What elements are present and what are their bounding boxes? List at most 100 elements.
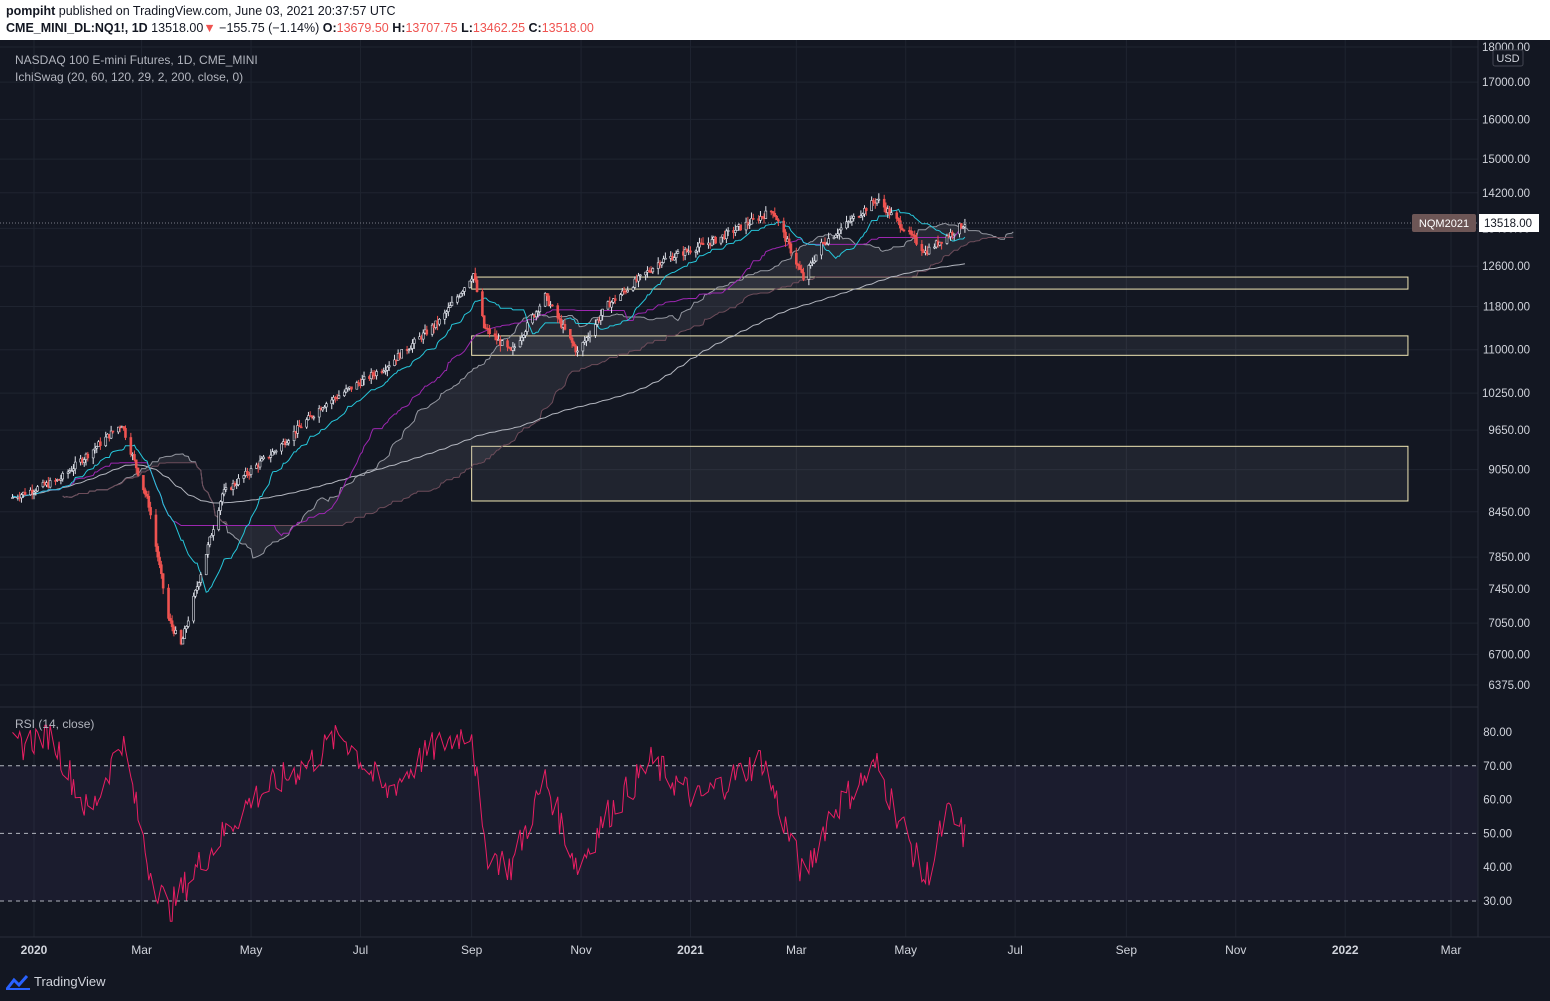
- candle-body: [585, 337, 588, 342]
- time-tick-label: Sep: [1116, 943, 1138, 957]
- candle-body: [631, 287, 635, 291]
- candle-body: [940, 241, 943, 244]
- candle-body: [258, 460, 262, 468]
- candle-body: [375, 371, 378, 377]
- candle-body: [547, 295, 551, 306]
- rsi-series[interactable]: [12, 724, 966, 922]
- author-name[interactable]: pompiht: [6, 4, 56, 18]
- candle-body: [136, 467, 140, 476]
- leading-span-b: [62, 237, 1014, 526]
- zone-rect: [471, 276, 1409, 290]
- candle-body: [247, 474, 251, 476]
- candle-body: [208, 536, 212, 546]
- price-tick-label: 9050.00: [1488, 465, 1530, 477]
- candle-body: [875, 199, 879, 204]
- candle-body: [285, 442, 289, 446]
- rsi-axis[interactable]: 80.00 70.00 60.00 50.00 40.00 30.00: [1483, 727, 1512, 908]
- support-zones[interactable]: [471, 276, 1409, 502]
- close-value: 13518.00: [541, 21, 594, 35]
- candle-body: [789, 243, 793, 254]
- candle-body: [676, 251, 680, 254]
- candle-body: [538, 305, 542, 313]
- rsi-tick-label: 70.00: [1483, 761, 1512, 773]
- candle-body: [685, 249, 689, 252]
- candle-body: [224, 487, 228, 490]
- candle-body: [210, 535, 213, 538]
- tradingview-logo-icon[interactable]: [6, 974, 30, 990]
- candle-body: [443, 312, 447, 320]
- open-label: O:: [322, 21, 337, 35]
- price-axis[interactable]: 18000.0017000.0016000.0015000.0014200.00…: [1482, 42, 1530, 692]
- price-series[interactable]: [11, 193, 967, 646]
- candle-body: [461, 291, 464, 294]
- candle-body: [796, 263, 800, 266]
- candle-body: [129, 437, 133, 455]
- candle-body: [387, 365, 391, 368]
- rsi-tick-label: 80.00: [1483, 727, 1512, 739]
- candle-body: [54, 480, 57, 482]
- candle-body: [513, 346, 517, 349]
- candle-body: [195, 586, 199, 591]
- symbol-name: CME_MINI_DL:NQ1!, 1D: [6, 21, 148, 35]
- conversion-line: [12, 208, 966, 593]
- candle-body: [70, 470, 73, 472]
- candle-body: [637, 275, 640, 282]
- candle-body: [350, 386, 353, 390]
- rsi-legend[interactable]: RSI (14, close): [15, 717, 95, 731]
- candle-body: [933, 246, 936, 249]
- candle-body: [888, 208, 891, 216]
- candle-body: [902, 229, 906, 232]
- candle-body: [109, 430, 113, 439]
- price-change: −155.75 (−1.14%): [219, 21, 320, 35]
- price-tick-label: 8450.00: [1488, 507, 1530, 519]
- candle-body: [683, 249, 687, 256]
- candle-body: [147, 495, 151, 508]
- candle-body: [470, 278, 473, 282]
- candle-body: [664, 257, 667, 260]
- tradingview-brand[interactable]: TradingView: [34, 974, 106, 989]
- candle-body: [601, 308, 604, 316]
- candle-body: [694, 250, 698, 253]
- candle-body: [86, 453, 90, 459]
- candle-body: [447, 307, 450, 312]
- candle-body: [848, 221, 852, 223]
- candle-body: [701, 242, 705, 246]
- currency-badge[interactable]: [1492, 49, 1524, 67]
- candle-body: [346, 387, 350, 390]
- time-axis[interactable]: 2020 Mar May Jul Sep Nov 2021 Mar May Jul Sep Nov 20…: [21, 943, 1462, 957]
- candle-body: [748, 223, 751, 226]
- candle-body: [890, 212, 893, 216]
- candle-body: [651, 268, 655, 273]
- candle-body: [660, 262, 664, 266]
- indicator-legend[interactable]: IchiSwag (20, 60, 120, 29, 2, 200, close…: [15, 70, 244, 84]
- price-tick-label: 11800.00: [1483, 302, 1530, 314]
- candle-body: [343, 391, 346, 396]
- candle-body: [134, 459, 138, 469]
- price-chart[interactable]: 18000.0017000.0016000.0015000.0014200.00…: [0, 40, 1550, 963]
- candle-body: [332, 397, 335, 401]
- candle-body: [30, 489, 34, 494]
- candle-body: [638, 274, 642, 277]
- candle-body: [511, 346, 515, 351]
- candle-body: [73, 461, 77, 470]
- candle-body: [945, 235, 949, 244]
- candle-body: [909, 230, 913, 235]
- high-value: 13707.75: [405, 21, 458, 35]
- price-tick-label: 10250.00: [1482, 388, 1530, 400]
- time-tick-label: Mar: [1441, 943, 1462, 957]
- candle-body: [298, 425, 301, 428]
- candle-body: [599, 315, 603, 321]
- candle-body: [750, 218, 753, 225]
- candle-body: [142, 475, 145, 491]
- time-tick-label: Sep: [461, 943, 483, 957]
- candle-body: [689, 250, 692, 253]
- candle-body: [832, 237, 836, 239]
- candle-body: [217, 510, 221, 530]
- candle-body: [371, 372, 375, 376]
- candle-body: [809, 262, 812, 266]
- candle-body: [534, 311, 538, 318]
- candle-body: [594, 324, 597, 336]
- candle-body: [221, 493, 224, 502]
- candle-body: [20, 494, 23, 499]
- instrument-legend[interactable]: NASDAQ 100 E-mini Futures, 1D, CME_MINI: [15, 53, 258, 67]
